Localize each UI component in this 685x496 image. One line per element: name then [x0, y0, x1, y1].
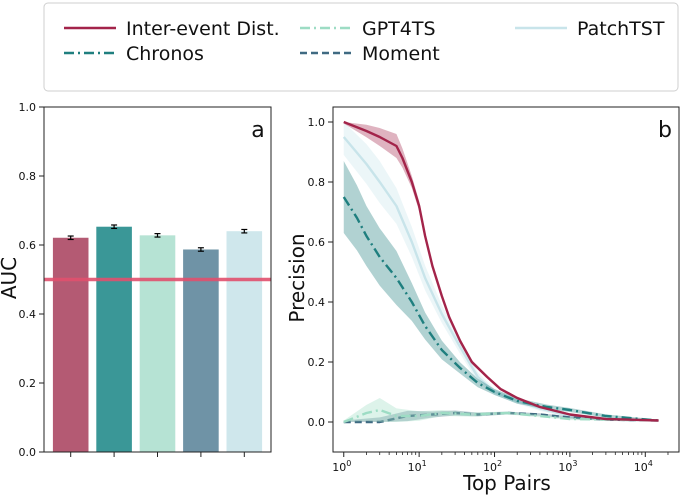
panel-a-ylabel: AUC [0, 257, 21, 299]
error-bar-4 [241, 228, 248, 234]
y-tick-label-a-0: 0.0 [19, 446, 37, 459]
series-patchtst [342, 122, 659, 422]
series-chronos [342, 161, 659, 422]
error-bar-0 [67, 235, 74, 241]
x-tick-exp-1: 1 [422, 459, 427, 468]
error-bar-3 [197, 247, 204, 252]
y-tick-label-a-4: 0.8 [19, 170, 37, 183]
bar-0 [52, 237, 89, 452]
y-tick-label-b-4: 0.8 [308, 176, 326, 189]
legend-label-2: PatchTST [577, 18, 665, 40]
legend-label-1: GPT4TS [362, 18, 436, 40]
panel-a: 0.0 0.2 0.4 0.6 0.8 1.0 a AUC [0, 101, 272, 459]
x-tick-label-b-0: 100 [332, 459, 351, 474]
x-tick-base-1: 10 [408, 461, 422, 474]
x-tick-label-b-3: 103 [558, 459, 577, 474]
panel-a-label: a [251, 118, 264, 143]
series-moment [343, 410, 659, 424]
line-2 [343, 411, 659, 424]
y-tick-label-b-2: 0.4 [308, 296, 326, 309]
legend-frame [43, 2, 679, 92]
x-tick-base-0: 10 [332, 461, 346, 474]
line-1 [342, 196, 659, 422]
line-3 [343, 408, 659, 424]
y-tick-label-a-2: 0.4 [19, 308, 37, 321]
band-2 [343, 410, 659, 422]
panel-b-frame [332, 106, 680, 453]
x-tick-base-4: 10 [634, 461, 648, 474]
x-tick-exp-4: 4 [648, 459, 653, 468]
band-1 [343, 161, 659, 422]
legend: Inter-event Dist. GPT4TS PatchTST Chronos Mo… [43, 2, 679, 92]
error-bar-1 [111, 224, 118, 230]
y-tick-label-a-1: 0.2 [19, 377, 37, 390]
panel-b-ylabel: Precision [285, 233, 309, 322]
y-tick-label-b-0: 0.0 [308, 416, 326, 429]
panel-a-frame [43, 106, 272, 453]
panel-b-label: b [658, 118, 672, 143]
x-tick-label-b-1: 101 [408, 459, 427, 474]
legend-label-4: Moment [362, 43, 440, 65]
bar-4 [226, 231, 263, 452]
series-gpt4ts [343, 398, 659, 424]
series-inter-event-dist- [343, 120, 659, 422]
y-tick-label-a-3: 0.6 [19, 239, 37, 252]
legend-label-3: Chronos [126, 43, 204, 65]
bar-1 [96, 226, 132, 452]
panel-b-xlabel: Top Pairs [462, 471, 551, 495]
bar-2 [139, 235, 176, 452]
error-bar-2 [154, 233, 161, 238]
y-tick-label-b-5: 1.0 [308, 116, 326, 129]
bar-3 [183, 249, 219, 452]
x-tick-exp-3: 3 [572, 459, 577, 468]
x-tick-label-b-2: 102 [483, 459, 502, 474]
x-tick-base-2: 10 [483, 461, 497, 474]
x-tick-exp-2: 2 [497, 459, 502, 468]
y-tick-label-b-3: 0.6 [308, 236, 326, 249]
line-4 [343, 120, 659, 422]
legend-label-0: Inter-event Dist. [126, 18, 280, 40]
x-tick-exp-0: 0 [346, 459, 351, 468]
line-0 [342, 136, 659, 422]
y-tick-label-b-1: 0.2 [308, 356, 326, 369]
x-tick-base-3: 10 [558, 461, 572, 474]
x-tick-label-b-4: 104 [634, 459, 653, 474]
y-tick-label-a-5: 1.0 [19, 101, 37, 114]
